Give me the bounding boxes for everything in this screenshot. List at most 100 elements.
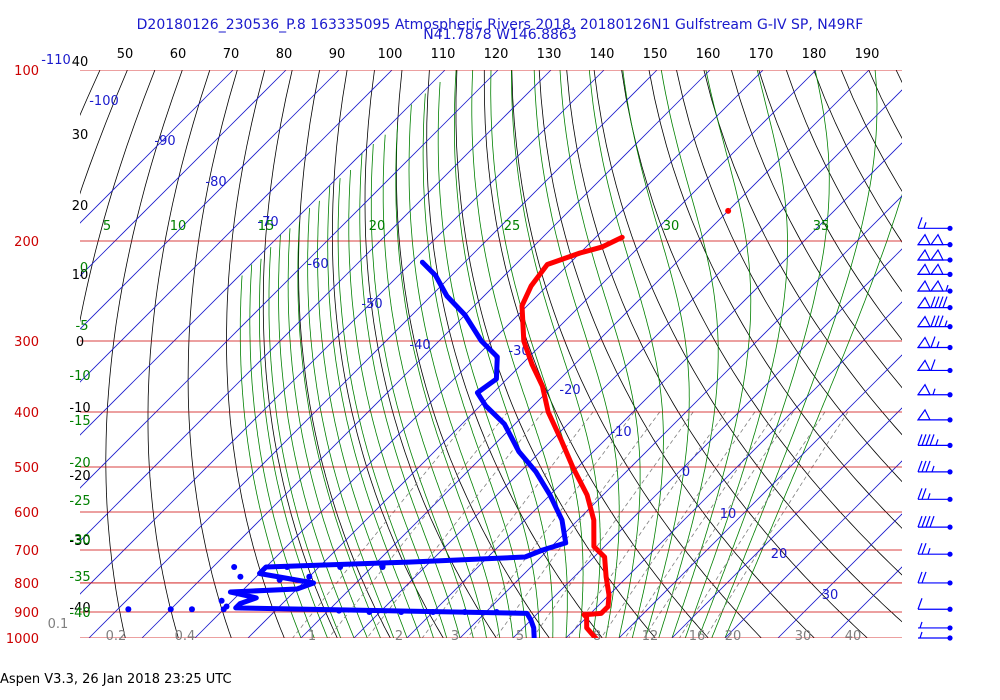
wind-barb-full — [921, 460, 927, 473]
wind-barb — [917, 515, 953, 530]
wind-barb-half — [927, 493, 931, 500]
top-temperature-label: 170 — [749, 47, 774, 62]
isotherm — [80, 70, 499, 489]
moist-adiabat-label: 10 — [170, 219, 187, 234]
dewpoint-point — [237, 573, 244, 580]
dry-adiabat — [566, 70, 868, 638]
wind-barb-half — [919, 621, 923, 629]
top-temperature-label: 120 — [484, 47, 509, 62]
wind-barb-station — [947, 524, 953, 530]
wind-barb-half — [919, 631, 923, 639]
chart-subtitle: N41.7878 W146.8863 — [423, 27, 576, 43]
isotherm — [80, 70, 552, 542]
mixing-ratio-label: 0.1 — [48, 617, 69, 632]
wind-barb-flag — [916, 233, 931, 246]
wind-barb-station — [947, 625, 953, 631]
mixing-ratio-line — [532, 411, 694, 638]
isotherm-label: -40 — [409, 338, 430, 353]
wind-barb-full — [917, 488, 923, 500]
top-temperature-label: 160 — [696, 47, 721, 62]
pressure-label: 1000 — [6, 632, 39, 647]
dry-adiabat — [895, 70, 902, 84]
wind-barb-full — [917, 460, 923, 473]
dry-adiabat — [483, 70, 709, 638]
moist-adiabat — [658, 70, 719, 638]
dry-adiabat-label: -30 — [69, 533, 90, 548]
wind-barb-full — [921, 434, 927, 446]
mixing-ratio-label: 2 — [395, 629, 403, 644]
profiles — [125, 207, 732, 638]
dewpoint-point — [220, 606, 227, 613]
wind-barb-flag — [916, 408, 931, 421]
isotherm — [671, 407, 902, 638]
wind-barb-station — [947, 496, 953, 502]
dewpoint-point — [188, 606, 195, 613]
moist-adiabat-label: 30 — [663, 219, 680, 234]
wind-barb-flag — [916, 248, 931, 261]
moist-adiabat — [370, 143, 474, 638]
wind-barb-flag — [916, 296, 931, 309]
dewpoint-point — [337, 564, 344, 571]
wind-barb-full — [930, 315, 936, 327]
isotherm-label: -60 — [307, 257, 328, 272]
dewpoint-point — [284, 564, 291, 571]
dewpoint-point — [429, 609, 436, 616]
mixing-ratio-label: 40 — [845, 629, 862, 644]
mixing-ratio-line — [568, 411, 727, 638]
pressure-label: 800 — [14, 577, 39, 592]
wind-barb — [916, 408, 953, 423]
wind-barb-flag — [916, 263, 931, 275]
top-temperature-label: 100 — [378, 47, 403, 62]
isotherm — [247, 70, 817, 638]
wind-barb-flag — [916, 279, 931, 292]
mixing-ratio-line — [643, 411, 794, 638]
moist-adiabat — [268, 247, 342, 638]
wind-barb-full — [934, 296, 940, 308]
pressure-label: 100 — [14, 64, 39, 79]
pressure-label: 500 — [14, 461, 39, 476]
isotherm-label: 30 — [822, 588, 839, 603]
moist-adiabat — [422, 93, 527, 638]
isotherm-label: -50 — [361, 297, 382, 312]
wind-barb-station — [947, 304, 953, 311]
grid-lines — [80, 70, 1000, 650]
wind-barb-full — [921, 571, 927, 584]
wind-barb-full — [930, 359, 936, 371]
wind-barb-full — [929, 434, 935, 446]
wind-barb-station — [947, 606, 953, 612]
dry-adiabat — [593, 70, 902, 623]
moist-adiabat — [698, 70, 830, 638]
isotherm — [194, 70, 764, 638]
pressure-label: 700 — [14, 544, 39, 559]
moist-adiabat — [278, 234, 355, 638]
dewpoint-trace — [227, 259, 569, 638]
moist-adiabat-label: 5 — [103, 219, 111, 234]
mixing-ratio-label: 12 — [642, 629, 659, 644]
chart-title: D20180126_230536_P.8 163335095 Atmospher… — [137, 17, 864, 33]
wind-barb-half — [944, 320, 948, 327]
temperature-point — [725, 207, 732, 214]
mixing-ratio-line — [366, 411, 544, 638]
wind-barb-station — [947, 257, 953, 263]
wind-barb-station — [947, 288, 953, 294]
wind-barb-flag — [929, 233, 944, 246]
wind-barb-half — [935, 439, 939, 446]
wind-barb-full — [917, 598, 923, 610]
wind-barb-station — [947, 271, 953, 277]
dry-adiabat — [785, 70, 902, 293]
isotherm — [565, 301, 902, 638]
dewpoint-point — [231, 564, 238, 571]
dry-adiabat-label: -5 — [76, 319, 89, 334]
mixing-ratio-label: 16 — [689, 629, 706, 644]
wind-barb — [917, 217, 953, 231]
dry-adiabat-label: -35 — [69, 570, 90, 585]
dry-adiabat — [979, 70, 1000, 650]
wind-barb — [917, 598, 953, 612]
wind-barb-flag — [916, 383, 931, 396]
wind-barb-station — [947, 324, 953, 330]
wind-barb-station — [947, 635, 953, 641]
mixing-ratio-label: 1 — [308, 629, 316, 644]
moist-adiabat — [559, 70, 641, 638]
